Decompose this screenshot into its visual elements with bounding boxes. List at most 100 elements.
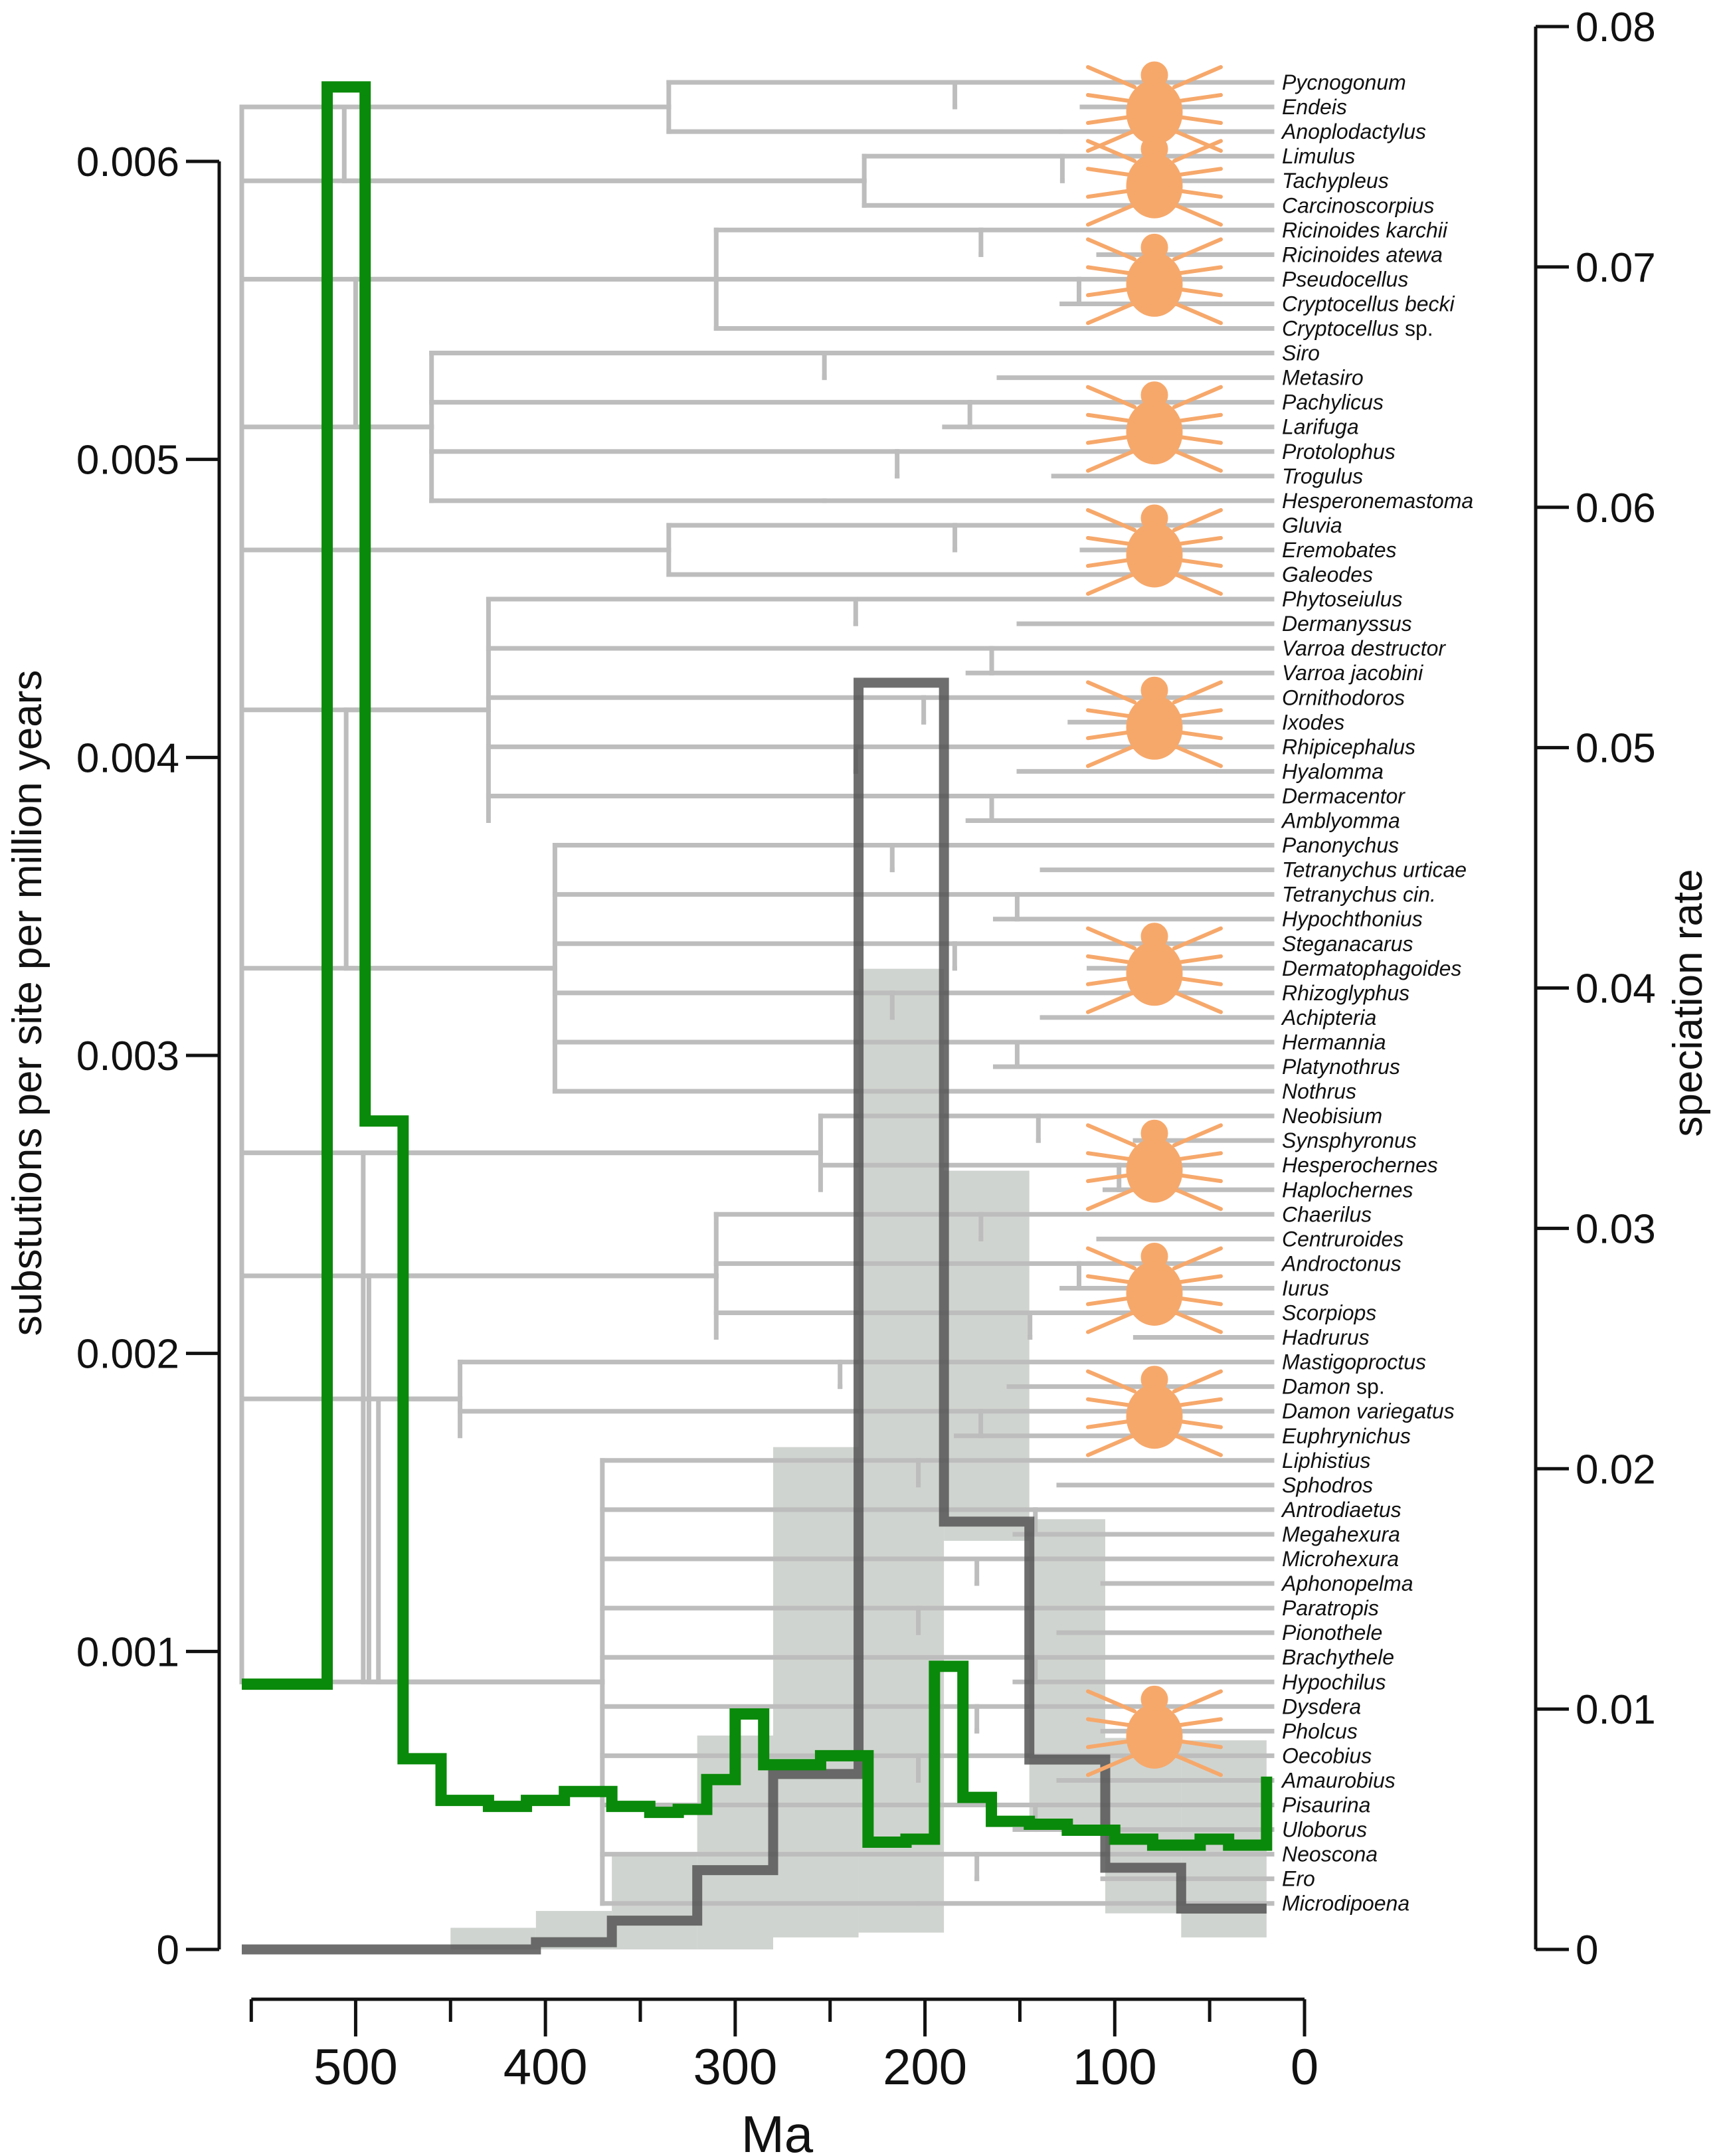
taxon-label: Trogulus — [1282, 464, 1363, 488]
x-axis-title: Ma — [741, 2105, 814, 2156]
x-tick-label: 200 — [883, 2039, 967, 2096]
taxon-label: Ricinoides karchii — [1282, 218, 1448, 242]
axes: 500 400 300 200 100 0 0 0.001 0.002 0.003 0.004 0.… — [5, 5, 1711, 2156]
taxon-labels: PycnogonumEndeisAnoplodactylusLimulusTac… — [1281, 70, 1473, 1916]
y2-tick-label: 0.04 — [1576, 966, 1656, 1012]
taxon-label: Phytoseiulus — [1282, 587, 1402, 611]
x-tick-label: 500 — [314, 2039, 398, 2096]
taxon-label: Amblyomma — [1281, 809, 1400, 833]
ricinuleid-icon — [1086, 233, 1223, 325]
rate-series — [242, 81, 1273, 1955]
y2-tick-label: 0.02 — [1576, 1447, 1656, 1492]
taxon-label: Anoplodactylus — [1281, 120, 1426, 143]
taxon-label: Megahexura — [1282, 1522, 1400, 1546]
taxon-label: Brachythele — [1282, 1645, 1394, 1669]
taxon-label: Tachypleus — [1282, 169, 1389, 193]
taxon-label: Hadrurus — [1282, 1326, 1370, 1350]
speciation-ci-band — [773, 1447, 859, 1937]
taxon-label: Ixodes — [1282, 710, 1344, 734]
taxon-label: Platynothrus — [1282, 1055, 1400, 1079]
y2-tick-label: 0 — [1576, 1928, 1598, 1973]
taxon-label: Haplochernes — [1282, 1178, 1413, 1202]
taxon-label: Rhipicephalus — [1282, 735, 1415, 759]
y-tick-label: 0.006 — [76, 139, 179, 185]
taxon-label: Sphodros — [1282, 1473, 1373, 1497]
taxon-label: Scorpiops — [1282, 1301, 1376, 1325]
y-tick-label: 0.003 — [76, 1033, 179, 1079]
taxon-label: Rhizoglyphus — [1282, 981, 1409, 1005]
taxon-label: Pisaurina — [1282, 1793, 1370, 1817]
taxon-label: Microdipoena — [1282, 1892, 1409, 1916]
taxon-label: Eremobates — [1282, 538, 1397, 562]
taxon-label: Pionothele — [1282, 1621, 1382, 1645]
speciation-ci-band — [1029, 1519, 1105, 1830]
taxon-label: Dermatophagoides — [1282, 956, 1461, 980]
y-axis-right: 0 0.01 0.02 0.03 0.04 0.05 0.06 0.07 0.08 — [1534, 5, 1656, 1973]
taxon-label: Hypochthonius — [1282, 907, 1423, 931]
taxon-label: Protolophus — [1282, 440, 1396, 464]
taxon-label: Hermannia — [1282, 1030, 1386, 1054]
taxon-label: Oecobius — [1282, 1744, 1372, 1767]
taxon-label: Dermacentor — [1282, 784, 1405, 808]
speciation-ci-band — [944, 1170, 1030, 1541]
taxon-label: Galeodes — [1282, 563, 1373, 586]
taxon-label: Metasiro — [1282, 366, 1364, 390]
taxon-label: Mastigoproctus — [1282, 1350, 1426, 1374]
y2-axis-title: speciation rate — [1665, 869, 1711, 1136]
y2-tick-label: 0.08 — [1576, 5, 1656, 50]
y2-tick-label: 0.03 — [1576, 1206, 1656, 1252]
y-tick-label: 0.001 — [76, 1629, 179, 1675]
taxon-label: Damon variegatus — [1282, 1399, 1455, 1423]
taxon-label: Ornithodoros — [1282, 685, 1405, 709]
mite-icon — [1086, 923, 1223, 1014]
taxon-label: Hyalomma — [1282, 759, 1384, 783]
taxon-label: Varroa jacobini — [1282, 661, 1423, 685]
taxon-label: Cryptocellus becki — [1282, 292, 1455, 315]
taxon-label: Ricinoides atewa — [1282, 242, 1443, 266]
taxon-label: Antrodiaetus — [1281, 1498, 1402, 1522]
y2-tick-label: 0.01 — [1576, 1687, 1656, 1733]
taxon-label: Iurus — [1282, 1276, 1329, 1300]
taxon-label: Pholcus — [1282, 1719, 1358, 1743]
taxon-label: Hypochilus — [1282, 1670, 1386, 1694]
spider-icon — [1086, 1685, 1223, 1777]
taxon-label: Tetranychus urticae — [1282, 858, 1467, 882]
taxon-label: Androctonus — [1281, 1251, 1402, 1275]
taxon-label: Achipteria — [1281, 1006, 1376, 1030]
taxon-label: Pycnogonum — [1282, 70, 1406, 94]
taxon-label: Dermanyssus — [1282, 612, 1412, 636]
taxon-label: Endeis — [1282, 95, 1347, 119]
horseshoe-crab-icon — [1086, 135, 1223, 227]
phylogenetic-tree — [239, 80, 1275, 1906]
taxon-label: Damon sp. — [1282, 1375, 1385, 1399]
x-tick-label: 300 — [693, 2039, 777, 2096]
taxon-label: Larifuga — [1282, 415, 1359, 439]
taxon-label: Neobisium — [1282, 1104, 1382, 1128]
substitution-rate-line — [242, 81, 1273, 1851]
y2-tick-label: 0.06 — [1576, 486, 1656, 531]
taxon-label: Chaerilus — [1282, 1202, 1372, 1226]
taxon-label: Aphonopelma — [1281, 1572, 1413, 1595]
taxon-label: Hesperonemastoma — [1282, 489, 1473, 513]
tick-icon — [1086, 676, 1223, 768]
taxon-label: Panonychus — [1282, 834, 1399, 857]
taxon-label: Microhexura — [1282, 1547, 1399, 1571]
taxon-label: Uloborus — [1282, 1818, 1367, 1842]
taxon-label: Nothrus — [1282, 1079, 1356, 1103]
x-axis: 500 400 300 200 100 0 — [249, 1997, 1318, 2096]
x-tick-label: 0 — [1291, 2039, 1318, 2096]
taxon-label: Euphrynichus — [1282, 1424, 1411, 1448]
taxon-label: Tetranychus cin. — [1282, 883, 1436, 907]
taxon-label: Paratropis — [1282, 1596, 1379, 1620]
taxon-label: Gluvia — [1282, 513, 1342, 537]
y-tick-label: 0.004 — [76, 735, 179, 781]
y-tick-label: 0.005 — [76, 438, 179, 484]
taxon-label: Steganacarus — [1282, 932, 1413, 956]
taxon-label: Synsphyronus — [1282, 1128, 1417, 1152]
taxon-label: Dysdera — [1282, 1694, 1361, 1718]
taxon-label: Neoscona — [1282, 1842, 1378, 1866]
y2-tick-label: 0.05 — [1576, 726, 1656, 772]
taxon-label: Carcinoscorpius — [1282, 193, 1434, 217]
taxon-label: Limulus — [1282, 144, 1355, 168]
taxon-label: Ero — [1282, 1867, 1315, 1891]
